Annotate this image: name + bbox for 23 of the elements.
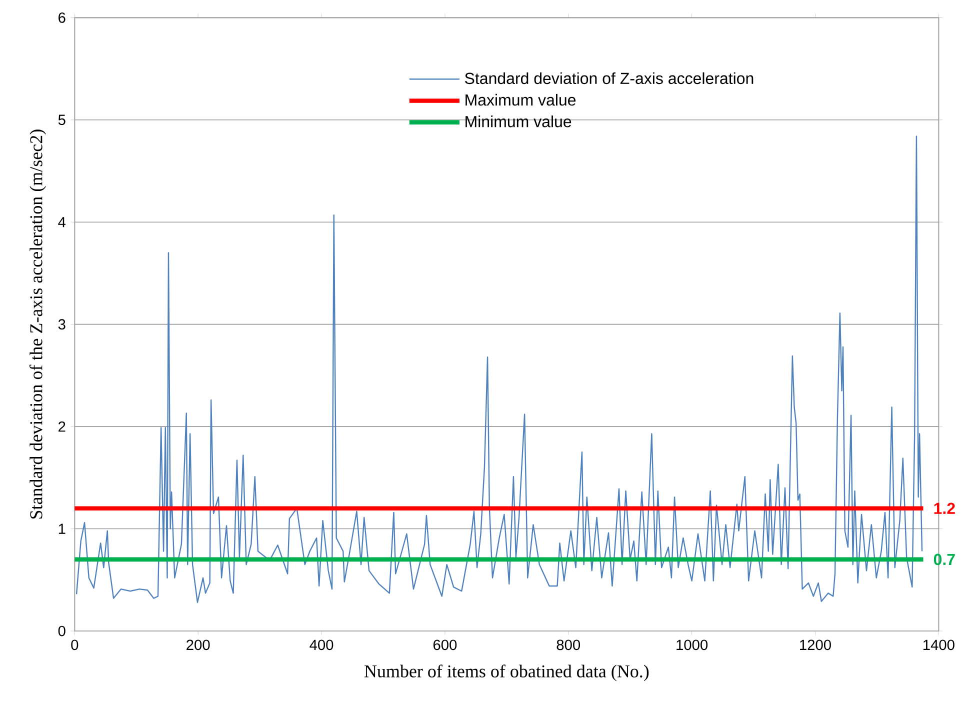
legend-label: Standard deviation of Z-axis acceleration <box>465 72 754 84</box>
y-tick-label: 0 <box>58 626 66 636</box>
x-tick-label: 1400 <box>923 640 954 650</box>
x-tick-label: 600 <box>433 640 457 650</box>
annotation: 0.7 <box>934 554 955 566</box>
y-tick-label: 3 <box>58 319 66 330</box>
x-tick-label: 0 <box>71 640 78 650</box>
x-tick-label: 200 <box>186 640 210 650</box>
y-tick-label: 5 <box>58 114 66 126</box>
line-series <box>76 136 923 603</box>
y-tick-label: 6 <box>58 12 66 23</box>
x-tick-label: 400 <box>310 640 334 650</box>
y-tick-label: 2 <box>58 421 66 432</box>
x-tick-label: 1200 <box>800 640 831 650</box>
x-tick-label: 800 <box>556 640 580 650</box>
x-tick-label: 1000 <box>676 640 708 650</box>
legend-label: Minimum value <box>466 116 572 128</box>
annotation: 1.2 <box>934 502 955 514</box>
legend-label: Maximum value <box>466 94 576 106</box>
x-axis-title: Number of items of obatined data (No.) <box>364 664 649 682</box>
y-tick-label: 4 <box>58 217 66 228</box>
y-tick-label: 1 <box>58 524 66 534</box>
y-axis-title: Standard deviation of the Z-axis acceleration (m/sec2) <box>29 130 46 519</box>
